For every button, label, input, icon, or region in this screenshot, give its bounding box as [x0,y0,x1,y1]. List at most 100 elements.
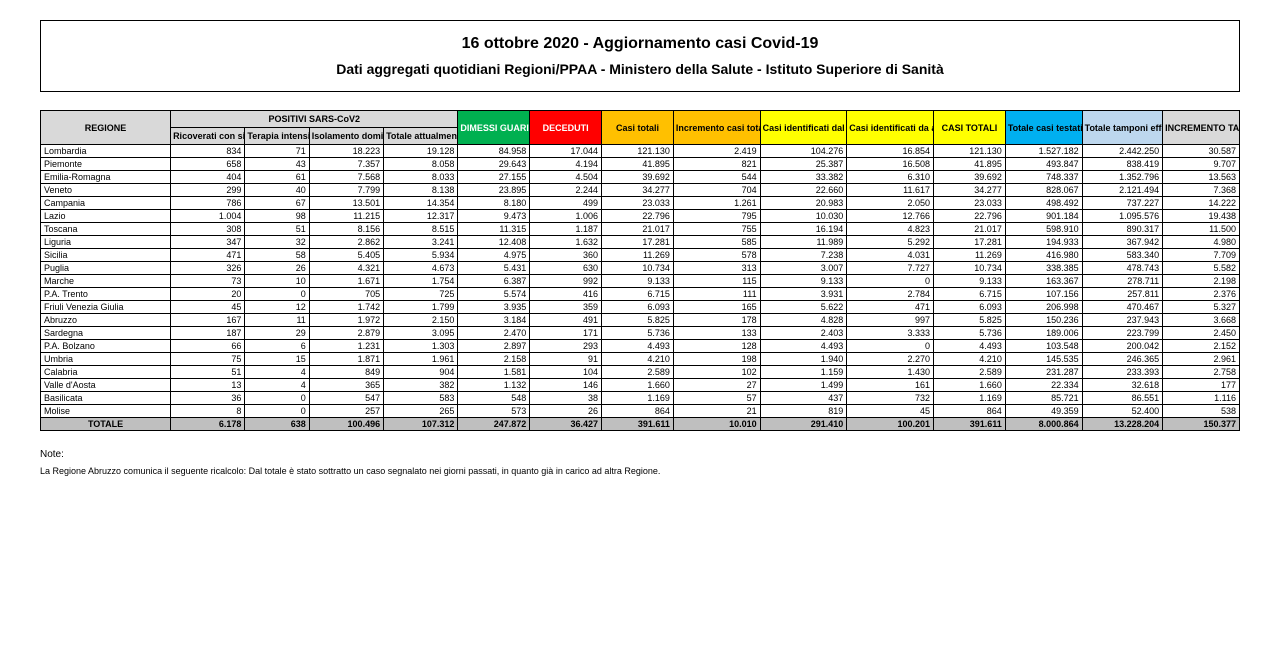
data-cell: 23.895 [458,184,530,197]
data-cell: 200.042 [1082,340,1163,353]
region-cell: Basilicata [41,392,171,405]
data-cell: 4.321 [309,262,383,275]
data-cell: 0 [245,392,309,405]
totals-cell: 247.872 [458,418,530,431]
data-cell: 4.673 [384,262,458,275]
column-header: Casi totali [602,111,674,145]
data-cell: 171 [530,327,602,340]
data-cell: 6.093 [602,301,674,314]
data-cell: 4.493 [934,340,1006,353]
data-cell: 19.128 [384,145,458,158]
data-cell: 585 [673,236,760,249]
column-header: Isolamento domiciliare [309,128,383,145]
totals-cell: 150.377 [1163,418,1240,431]
data-cell: 4.210 [934,353,1006,366]
data-cell: 1.799 [384,301,458,314]
data-cell: 3.007 [760,262,847,275]
data-cell: 45 [847,405,934,418]
data-cell: 2.270 [847,353,934,366]
data-cell: 84.958 [458,145,530,158]
data-cell: 404 [171,171,245,184]
data-cell: 864 [602,405,674,418]
data-cell: 6 [245,340,309,353]
data-cell: 52.400 [1082,405,1163,418]
data-cell: 5.825 [602,314,674,327]
data-cell: 98 [245,210,309,223]
data-cell: 4.975 [458,249,530,262]
totals-cell: 36.427 [530,418,602,431]
data-cell: 382 [384,379,458,392]
data-cell: 1.871 [309,353,383,366]
data-cell: 7.799 [309,184,383,197]
data-cell: 1.159 [760,366,847,379]
data-cell: 5.327 [1163,301,1240,314]
table-row: P.A. Bolzano6661.2311.3032.8972934.49312… [41,340,1240,353]
data-cell: 19.438 [1163,210,1240,223]
data-cell: 1.352.796 [1082,171,1163,184]
table-row: Friuli Venezia Giulia45121.7421.7993.935… [41,301,1240,314]
data-cell: 9.133 [934,275,1006,288]
data-cell: 3.333 [847,327,934,340]
totals-cell: 8.000.864 [1005,418,1082,431]
region-cell: Emilia-Romagna [41,171,171,184]
data-cell: 20 [171,288,245,301]
data-cell: 41.895 [934,158,1006,171]
data-cell: 111 [673,288,760,301]
data-cell: 121.130 [934,145,1006,158]
data-cell: 29 [245,327,309,340]
data-cell: 22.660 [760,184,847,197]
data-cell: 1.581 [458,366,530,379]
data-cell: 115 [673,275,760,288]
table-body: Lombardia8347118.22319.12884.95817.04412… [41,145,1240,431]
data-cell: 11.269 [602,249,674,262]
data-cell: 187 [171,327,245,340]
data-cell: 146 [530,379,602,392]
data-cell: 7.238 [760,249,847,262]
column-header: DECEDUTI [530,111,602,145]
data-cell: 189.006 [1005,327,1082,340]
data-cell: 16.508 [847,158,934,171]
data-cell: 997 [847,314,934,327]
data-cell: 1.231 [309,340,383,353]
data-cell: 45 [171,301,245,314]
data-cell: 29.643 [458,158,530,171]
data-cell: 1.006 [530,210,602,223]
data-cell: 1.430 [847,366,934,379]
data-cell: 7.727 [847,262,934,275]
data-cell: 13 [171,379,245,392]
region-cell: Liguria [41,236,171,249]
data-cell: 478.743 [1082,262,1163,275]
data-cell: 107.156 [1005,288,1082,301]
table-row: Marche73101.6711.7546.3879929.1331159.13… [41,275,1240,288]
data-cell: 9.133 [602,275,674,288]
data-cell: 4.031 [847,249,934,262]
data-cell: 547 [309,392,383,405]
data-cell: 3.095 [384,327,458,340]
data-cell: 630 [530,262,602,275]
data-cell: 58 [245,249,309,262]
data-cell: 4 [245,379,309,392]
totals-cell: 100.496 [309,418,383,431]
data-cell: 748.337 [1005,171,1082,184]
table-row: Lazio1.0049811.21512.3179.4731.00622.796… [41,210,1240,223]
data-cell: 849 [309,366,383,379]
group-header-row: REGIONEPOSITIVI SARS-CoV2DIMESSI GUARITI… [41,111,1240,128]
column-header: Totale tamponi effettuati [1082,111,1163,145]
data-cell: 737.227 [1082,197,1163,210]
data-cell: 104 [530,366,602,379]
data-cell: 33.382 [760,171,847,184]
table-row: Piemonte658437.3578.05829.6434.19441.895… [41,158,1240,171]
data-cell: 1.961 [384,353,458,366]
data-cell: 1.527.182 [1005,145,1082,158]
data-cell: 36 [171,392,245,405]
data-cell: 755 [673,223,760,236]
data-cell: 3.184 [458,314,530,327]
data-cell: 167 [171,314,245,327]
totals-cell: 638 [245,418,309,431]
column-header: POSITIVI SARS-CoV2 [171,111,458,128]
data-cell: 5.736 [602,327,674,340]
data-cell: 493.847 [1005,158,1082,171]
data-cell: 8.156 [309,223,383,236]
region-cell: Calabria [41,366,171,379]
data-cell: 360 [530,249,602,262]
